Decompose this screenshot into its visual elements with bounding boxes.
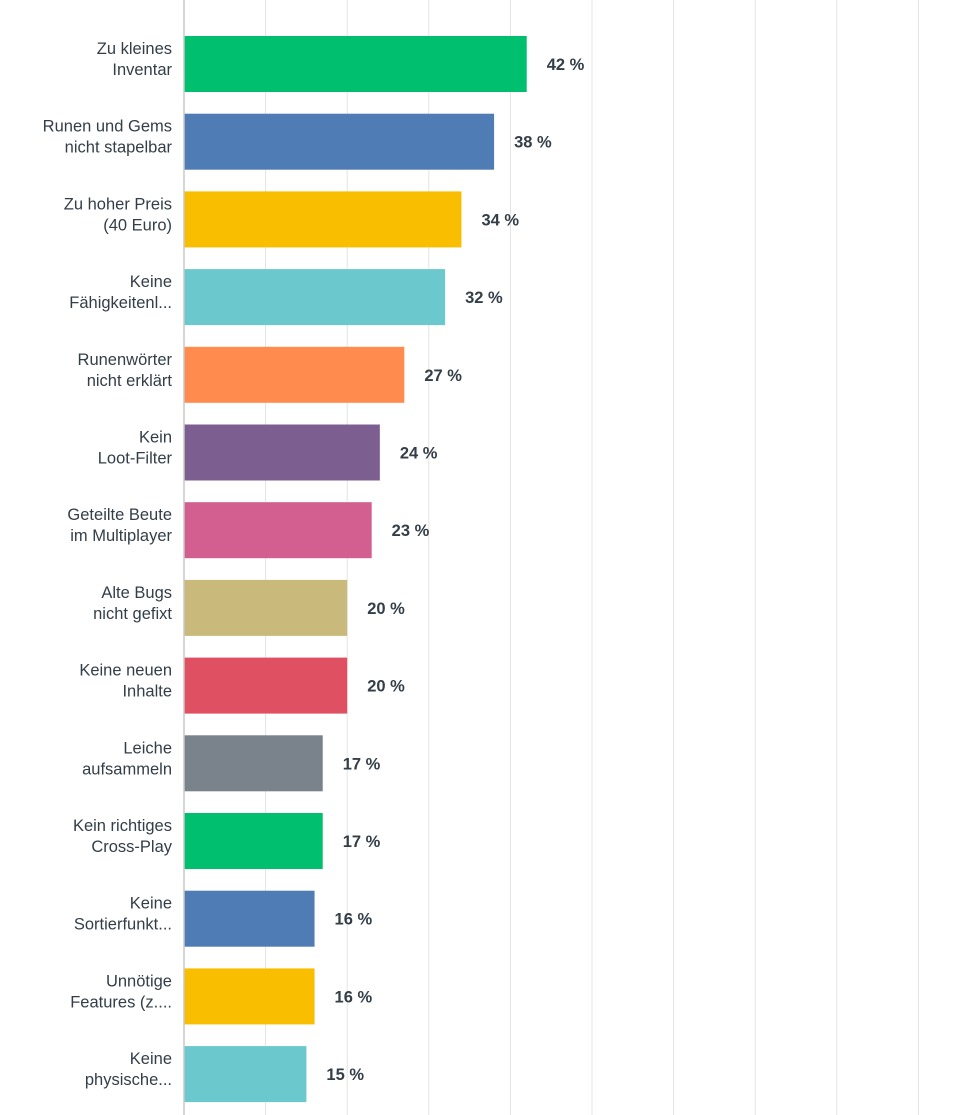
bar	[184, 890, 315, 947]
bar	[184, 191, 462, 248]
value-label: 23 %	[392, 522, 430, 540]
value-label: 20 %	[367, 600, 405, 618]
category-label: Zu kleines Inventar	[97, 40, 173, 79]
value-label: 32 %	[465, 289, 503, 307]
bar	[184, 113, 495, 170]
gridlines	[265, 0, 919, 1115]
category-label: Zu hoher Preis (40 Euro)	[64, 195, 172, 234]
category-label: Alte Bugs nicht gefixt	[93, 584, 172, 623]
value-label: 16 %	[335, 988, 373, 1006]
category-label: Keine Sortierfunkt...	[74, 895, 172, 934]
bar	[184, 36, 527, 92]
value-label: 15 %	[326, 1066, 364, 1084]
category-label: Kein richtiges Cross-Play	[73, 817, 173, 856]
bar	[184, 269, 446, 326]
bar	[184, 657, 348, 714]
value-label: 17 %	[343, 755, 381, 773]
category-label: Keine neuen Inhalte	[79, 662, 172, 701]
value-label: 42 %	[547, 56, 585, 74]
value-labels: 42 % 38 % 34 % 32 % 27 % 24 % 23 % 20 % 20 % 17 %…	[326, 56, 584, 1084]
bar	[184, 735, 323, 792]
bar	[184, 424, 380, 481]
value-label: 16 %	[335, 911, 373, 929]
category-label: Keine Fähigkeitenl...	[69, 273, 172, 312]
category-label: Unnötige Features (z....	[70, 972, 172, 1011]
category-label: Leiche aufsammeln	[82, 739, 172, 778]
bars	[184, 36, 527, 1103]
value-label: 20 %	[367, 678, 405, 696]
category-label: Geteilte Beute im Multiplayer	[67, 506, 172, 545]
bar	[184, 813, 323, 869]
value-label: 17 %	[343, 833, 381, 851]
value-label: 38 %	[514, 134, 552, 152]
value-label: 34 %	[481, 211, 519, 229]
category-label: Runen und Gems nicht stapelbar	[43, 118, 173, 157]
bar	[184, 579, 348, 636]
value-label: 24 %	[400, 445, 438, 463]
bar	[184, 968, 315, 1025]
category-labels: Zu kleines Inventar Runen und Gems nicht st…	[43, 40, 173, 1089]
category-label: Keine physische...	[85, 1050, 172, 1089]
value-label: 27 %	[424, 367, 462, 385]
category-label: Runenwörter nicht erklärt	[78, 351, 173, 390]
category-label: Kein Loot-Filter	[98, 429, 173, 468]
bar	[184, 1046, 307, 1103]
bar	[184, 502, 372, 559]
bar	[184, 346, 405, 403]
